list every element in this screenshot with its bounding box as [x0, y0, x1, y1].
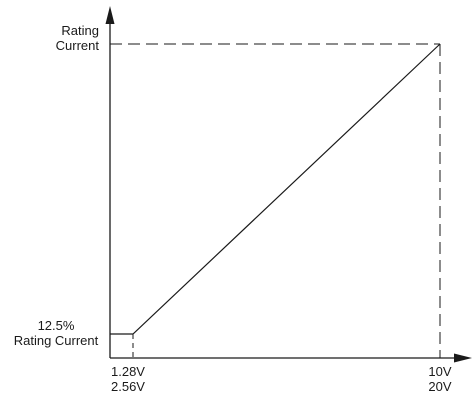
characteristic-line: [110, 43, 441, 335]
x-label-left-line2: 2.56V: [111, 379, 145, 394]
x-label-left-line1: 1.28V: [111, 364, 145, 379]
y-label-top-line2: Current: [55, 38, 99, 53]
x-label-min-voltage: 1.28V 2.56V: [111, 364, 145, 394]
x-label-right-line2: 20V: [428, 379, 452, 394]
y-label-min-current: 12.5% Rating Current: [6, 318, 106, 348]
x-axis-arrow-icon: [454, 353, 472, 363]
y-label-bottom-line1: 12.5%: [37, 318, 75, 333]
y-label-bottom-line2: Rating Current: [13, 333, 99, 348]
y-axis-arrow-icon: [105, 6, 115, 24]
y-label-top-line1: Rating: [61, 23, 99, 38]
y-label-rating-current: Rating Current: [56, 23, 99, 53]
x-label-max-voltage: 10V 20V: [420, 364, 460, 394]
x-label-right-line1: 10V: [428, 364, 452, 379]
